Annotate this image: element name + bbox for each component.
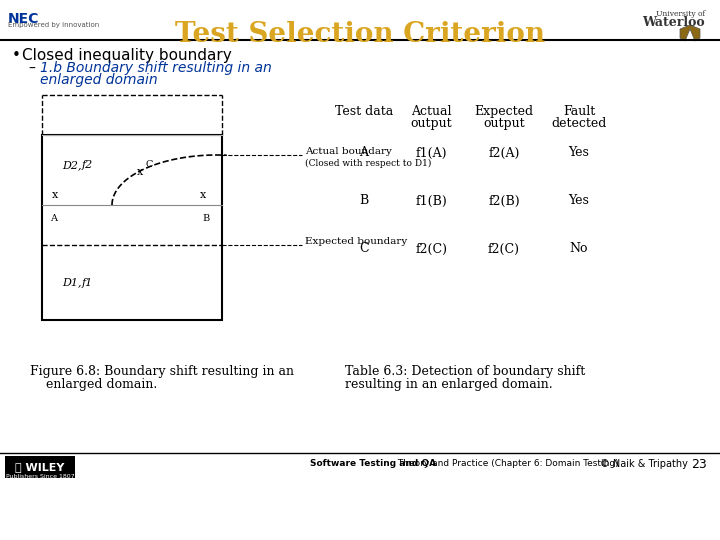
Text: Theory and Practice (Chapter 6: Domain Testing): Theory and Practice (Chapter 6: Domain T… [395,460,618,469]
Text: Figure 6.8: Boundary shift resulting in an: Figure 6.8: Boundary shift resulting in … [30,365,294,378]
Text: Software Testing and QA: Software Testing and QA [310,460,436,469]
Text: x: x [137,167,143,177]
Text: © Naik & Tripathy: © Naik & Tripathy [600,459,688,469]
Text: (Closed with respect to D1): (Closed with respect to D1) [305,158,431,167]
Text: Closed inequality boundary: Closed inequality boundary [22,48,232,63]
Text: enlarged domain.: enlarged domain. [30,378,157,391]
Text: f2(B): f2(B) [488,194,520,207]
Text: f1(B): f1(B) [415,194,447,207]
Text: resulting in an enlarged domain.: resulting in an enlarged domain. [345,378,553,391]
Text: B: B [359,194,369,207]
Text: f1(A): f1(A) [415,146,447,159]
Text: Yes: Yes [569,146,590,159]
Text: C: C [145,160,153,169]
Text: No: No [570,242,588,255]
Text: Ⓦ WILEY: Ⓦ WILEY [15,462,65,472]
Text: f2(A): f2(A) [488,146,520,159]
Text: x: x [52,190,58,200]
Text: enlarged domain: enlarged domain [40,73,158,87]
Text: Actual boundary: Actual boundary [305,146,392,156]
Text: output: output [483,117,525,130]
Text: Empowered by innovation: Empowered by innovation [8,22,99,28]
Bar [5,456,75,478]
Text: Waterloo: Waterloo [642,16,705,29]
Text: –: – [28,62,35,76]
Text: Publishers Since 1807: Publishers Since 1807 [6,475,74,480]
Text: NEC: NEC [8,12,40,26]
Bar [42,135,222,320]
Text: Fault: Fault [563,105,595,118]
Text: •: • [12,48,21,63]
Text: Actual: Actual [411,105,451,118]
Text: x: x [200,190,206,200]
Text: Expected boundary: Expected boundary [305,237,408,246]
Text: A: A [359,146,369,159]
Text: 23: 23 [691,457,707,470]
Text: Test data: Test data [335,105,393,118]
Text: output: output [410,117,452,130]
Text: D1,: D1, [62,278,81,287]
Text: Test Selection Criterion: Test Selection Criterion [175,21,545,48]
Polygon shape [680,25,700,41]
Text: A: A [50,214,57,223]
Text: Expected: Expected [474,105,534,118]
Text: f2(C): f2(C) [488,242,520,255]
Text: B: B [202,214,210,223]
Text: f1: f1 [82,278,94,287]
Text: 1.b Boundary shift resulting in an: 1.b Boundary shift resulting in an [40,61,271,75]
Text: University of: University of [656,10,705,18]
Text: Table 6.3: Detection of boundary shift: Table 6.3: Detection of boundary shift [345,365,585,378]
Text: Yes: Yes [569,194,590,207]
Text: detected: detected [552,117,607,130]
Text: f2: f2 [82,160,94,170]
Text: C: C [359,242,369,255]
Text: D2,: D2, [62,160,81,170]
Text: f2(C): f2(C) [415,242,448,255]
